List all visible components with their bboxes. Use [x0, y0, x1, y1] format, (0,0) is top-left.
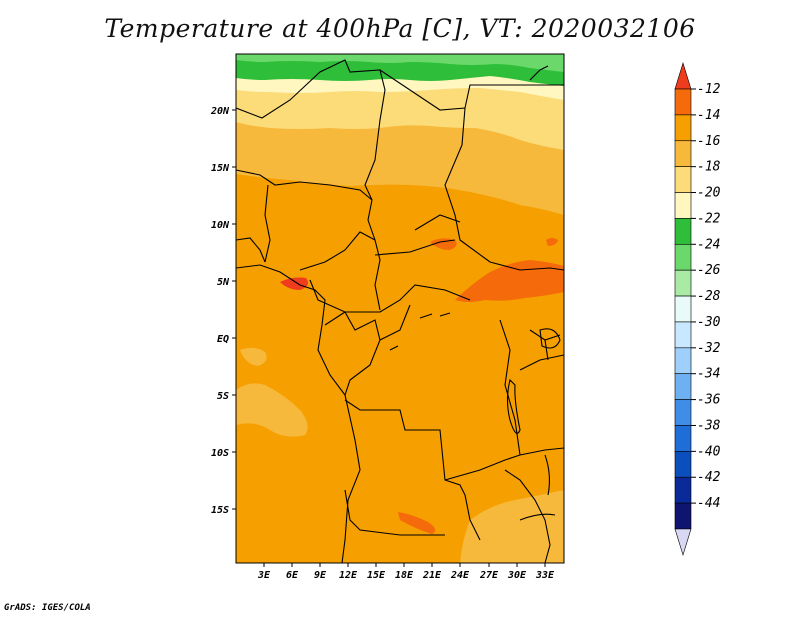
colorbar-swatch: [674, 140, 692, 167]
field-patch-light-orange-southeast: [460, 490, 564, 563]
country-boundaries: [236, 59, 564, 563]
colorbar-label: -34: [697, 367, 720, 382]
colorbar-swatch: [674, 269, 692, 297]
field-patch-light-orange-west: [240, 347, 267, 366]
field-patch-dark-orange-east: [455, 260, 564, 302]
colorbar-swatch: [674, 373, 692, 400]
colorbar-swatch: [674, 502, 692, 530]
lat-label: 15N: [211, 163, 230, 174]
lat-label: 15S: [211, 505, 229, 516]
field-patch-light-orange-southwest: [236, 383, 308, 437]
longitude-axis: 3E 6E 9E 12E 15E 18E 21E 24E 27E 30E 33E: [257, 563, 555, 581]
temperature-field: [236, 54, 564, 563]
colorbar-swatch: [674, 88, 692, 116]
colorbar-label: -40: [697, 444, 721, 459]
colorbar-label: -36: [697, 393, 721, 408]
colorbar-label: -44: [697, 496, 720, 511]
latitude-axis: 20N 15N 10N 5N EQ 5S 10S 15S: [210, 106, 236, 516]
lon-label: 24E: [450, 570, 470, 581]
lon-label: 6E: [286, 570, 299, 581]
colorbar-swatch: [674, 114, 692, 142]
lat-label: 5N: [217, 277, 230, 288]
colorbar-cap-top: [674, 61, 692, 90]
colorbar-swatch: [674, 166, 692, 193]
lon-label: 21E: [422, 570, 442, 581]
lon-label: 15E: [367, 570, 386, 581]
lon-label: 18E: [395, 570, 414, 581]
colorbar-swatch: [674, 243, 692, 271]
colorbar-label: -26: [697, 263, 721, 278]
map-frame: [235, 53, 565, 564]
lat-label: EQ: [217, 334, 229, 345]
field-patch-dark-orange-center: [430, 238, 457, 250]
colorbar: -12 -14 -16 -18 -20 -22 -24 -26 -28 -30 -32 -34 -36 -…: [674, 61, 721, 557]
colorbar-swatch: [674, 347, 692, 375]
colorbar-label: -24: [697, 237, 720, 252]
colorbar-label: -42: [697, 470, 721, 485]
lat-label: 10S: [211, 448, 229, 459]
colorbar-swatch: [674, 192, 692, 219]
chart-title: Temperature at 400hPa [C], VT: 202003210…: [104, 14, 696, 43]
colorbar-label: -14: [697, 108, 720, 123]
field-patch-dark-orange-south: [398, 512, 436, 534]
lat-label: 5S: [217, 391, 229, 402]
colorbar-swatch: [674, 425, 692, 452]
lon-label: 33E: [535, 570, 555, 581]
colorbar-cap-bottom: [674, 528, 692, 557]
lon-label: 27E: [479, 570, 499, 581]
footer-credit: GrADS: IGES/COLA: [4, 603, 91, 613]
colorbar-swatch: [674, 295, 692, 323]
lat-label: 20N: [210, 106, 230, 117]
colorbar-label: -28: [697, 289, 721, 304]
field-patch-dark-orange-coast: [280, 277, 308, 290]
colorbar-label: -30: [697, 315, 721, 330]
colorbar-label: -20: [697, 186, 721, 201]
lon-label: 3E: [257, 570, 271, 581]
lon-label: 30E: [507, 570, 527, 581]
colorbar-swatch: [674, 399, 692, 426]
lon-label: 9E: [314, 570, 327, 581]
colorbar-swatch: [674, 218, 692, 245]
lat-label: 10N: [211, 220, 230, 231]
field-patch-dark-orange-small: [546, 238, 558, 246]
field-band-mid-green: [236, 54, 564, 72]
colorbar-label: -22: [697, 211, 721, 226]
colorbar-swatch: [674, 451, 692, 478]
colorbar-label: -18: [697, 160, 721, 175]
colorbar-label: -32: [697, 341, 721, 356]
colorbar-label: -38: [697, 418, 721, 433]
colorbar-label: -12: [697, 82, 721, 97]
colorbar-swatch: [674, 476, 692, 504]
colorbar-swatch: [674, 321, 692, 349]
colorbar-label: -16: [697, 134, 721, 149]
lon-label: 12E: [339, 570, 358, 581]
